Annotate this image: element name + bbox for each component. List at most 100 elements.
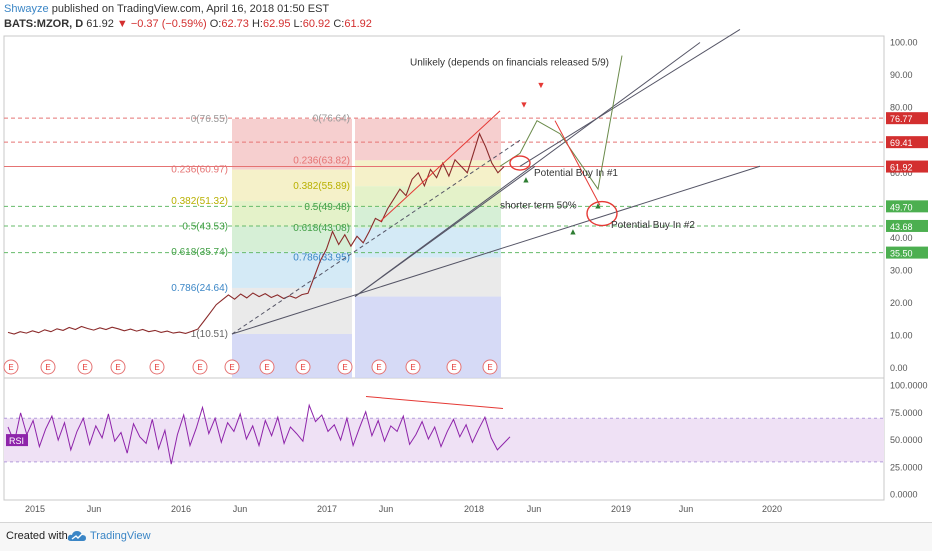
symbol-line: BATS:MZOR, D 61.92 ▼ −0.37 (−0.59%) O:62…	[4, 17, 372, 31]
rsi-label-box	[6, 434, 28, 447]
author-link[interactable]: Shwayze	[4, 3, 49, 15]
earnings-marker-12	[446, 359, 462, 375]
fib-left-label-5: 0.786(24.64)	[171, 283, 228, 294]
rsi-tick-3: 25.0000	[890, 462, 923, 472]
fib-zone-right-2	[355, 186, 501, 208]
price-tick-1: 90.00	[890, 70, 913, 80]
rsi-label: RSI	[9, 436, 24, 446]
earnings-marker-7	[259, 359, 275, 375]
price-line	[7, 132, 505, 335]
time-tick-8: 2019	[611, 504, 631, 514]
trend-line-0	[231, 165, 761, 335]
rsi-tick-2: 50.0000	[890, 435, 923, 445]
buy-in-1-circle	[509, 155, 531, 171]
earnings-marker-6	[224, 359, 240, 375]
fib-left-label-1: 0.236(60.97)	[171, 165, 228, 176]
high-label: H:	[251, 18, 263, 30]
price-tick-2: 80.00	[890, 103, 913, 113]
annotation-0: Unlikely (depends on financials released…	[410, 57, 609, 68]
price-tick-4: 60.00	[890, 168, 913, 178]
price-tag-1	[886, 136, 928, 149]
tradingview-brand-link[interactable]: TradingView	[90, 530, 151, 542]
fib-right-label-3: 0.5(49.48)	[304, 202, 350, 213]
earnings-label-8: E	[300, 363, 305, 372]
earnings-marker-2	[77, 359, 93, 375]
fib-zone-left-0	[232, 118, 352, 170]
price-tick-9: 10.00	[890, 331, 913, 341]
signal-arrow-2: ▲	[522, 175, 531, 185]
time-tick-7: Jun	[527, 504, 542, 514]
time-tick-5: Jun	[379, 504, 394, 514]
price-tag-5	[886, 246, 928, 259]
price-tick-7: 30.00	[890, 266, 913, 276]
fib-left-label-2: 0.382(51.32)	[171, 196, 228, 207]
signal-arrow-1: ▼	[537, 80, 546, 90]
fib-left-label-6: 1(10.51)	[191, 329, 228, 340]
created-with-text: Created with	[6, 530, 68, 542]
signal-arrow-4: ▲	[569, 227, 578, 237]
rsi-divergence-line	[365, 396, 504, 409]
earnings-label-7: E	[264, 363, 269, 372]
earnings-label-9: E	[342, 363, 347, 372]
close-value: 61.92	[344, 18, 372, 30]
price-tag-2	[886, 160, 928, 173]
fib-zone-right-1	[355, 160, 501, 187]
trend-line-5	[379, 110, 501, 223]
fib-zone-right-0	[355, 118, 501, 161]
price-tag-3	[886, 200, 928, 213]
price-chart[interactable]: 0(76.55) 0.236(60.97) 0.382(51.32) 0.5(43.5…	[0, 0, 932, 522]
earnings-label-1: E	[45, 363, 50, 372]
fib-right-label-2: 0.382(55.89)	[293, 181, 350, 192]
signal-arrow-0: ▼	[520, 100, 529, 110]
fib-left-label-0: 0(76.55)	[191, 114, 228, 125]
price-tick-0: 100.00	[890, 38, 918, 48]
time-tick-6: 2018	[464, 504, 484, 514]
fib-zone-right-5	[355, 257, 501, 297]
earnings-marker-13	[482, 359, 498, 375]
tradingview-cloud-icon	[67, 531, 86, 541]
time-tick-3: Jun	[233, 504, 248, 514]
fib-zone-left-6	[232, 333, 352, 378]
annotation-2: shorter term 50%	[500, 201, 577, 212]
fib-left-label-3: 0.5(43.53)	[182, 221, 228, 232]
earnings-marker-0	[3, 359, 19, 375]
fib-zone-left-2	[232, 201, 352, 227]
fib-right-label-0: 0(76.64)	[313, 114, 350, 125]
signal-arrow-3: ▲	[594, 201, 603, 211]
earnings-marker-8	[295, 359, 311, 375]
price-tag-text-0: 76.77	[890, 114, 913, 124]
earnings-marker-1	[40, 359, 56, 375]
time-tick-9: Jun	[679, 504, 694, 514]
earnings-label-10: E	[376, 363, 381, 372]
low-value: 60.92	[302, 18, 331, 30]
price-tag-4	[886, 219, 928, 232]
earnings-label-5: E	[197, 363, 202, 372]
earnings-marker-11	[405, 359, 421, 375]
fib-zone-right-3	[355, 207, 501, 228]
high-value: 62.95	[262, 18, 291, 30]
earnings-label-11: E	[410, 363, 415, 372]
price-tick-8: 20.00	[890, 298, 913, 308]
open-value: 62.73	[221, 18, 249, 30]
buy-in-2-circle	[586, 200, 618, 227]
down-projection	[554, 120, 601, 206]
header-line: Shwayze published on TradingView.com, Ap…	[4, 2, 329, 16]
projection-path	[499, 55, 623, 191]
trend-line-3	[519, 29, 741, 167]
last-price: 61.92	[86, 18, 114, 30]
annotation-3: Potential Buy In #2	[611, 220, 695, 231]
earnings-label-12: E	[451, 363, 456, 372]
price-tag-0	[886, 112, 928, 125]
earnings-marker-4	[149, 359, 165, 375]
fib-right-label-4: 0.618(43.08)	[293, 223, 350, 234]
price-tick-10: 0.00	[890, 363, 908, 373]
rsi-tick-4: 0.0000	[890, 490, 918, 500]
price-tag-text-2: 61.92	[890, 163, 913, 173]
earnings-label-2: E	[82, 363, 87, 372]
earnings-label-0: E	[8, 363, 13, 372]
open-label: O:	[209, 18, 222, 30]
earnings-marker-9	[337, 359, 353, 375]
published-text: published on TradingView.com, April 16, …	[51, 3, 330, 15]
annotation-1: Potential Buy In #1	[534, 168, 618, 179]
price-tag-text-4: 43.68	[890, 222, 913, 232]
